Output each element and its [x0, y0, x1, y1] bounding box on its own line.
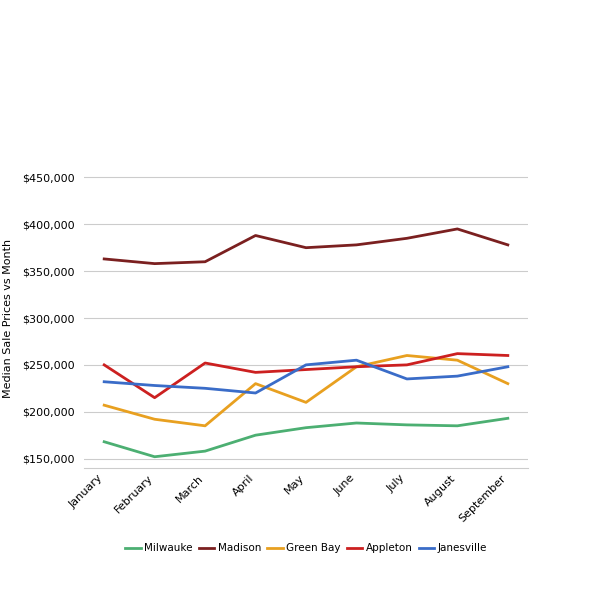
Milwauke	[202, 448, 209, 455]
Appleton	[101, 361, 108, 368]
Line: Appleton: Appleton	[104, 353, 508, 398]
Line: Janesville: Janesville	[104, 360, 508, 393]
Milwauke	[504, 415, 511, 422]
Y-axis label: Median Sale Prices vs Month: Median Sale Prices vs Month	[4, 238, 13, 398]
Janesville	[353, 356, 360, 364]
Madison	[202, 258, 209, 265]
Line: Madison: Madison	[104, 229, 508, 263]
Janesville	[454, 373, 461, 380]
Appleton	[454, 350, 461, 357]
Appleton	[353, 363, 360, 370]
Madison	[353, 241, 360, 248]
Line: Milwauke: Milwauke	[104, 418, 508, 457]
Green Bay	[302, 399, 310, 406]
Appleton	[403, 361, 410, 368]
Milwauke	[252, 431, 259, 439]
Appleton	[151, 394, 158, 401]
Milwauke	[403, 421, 410, 428]
Milwauke	[101, 438, 108, 445]
Madison	[454, 226, 461, 233]
Milwauke	[151, 453, 158, 460]
Appleton	[202, 359, 209, 367]
Janesville	[504, 363, 511, 370]
Madison	[302, 244, 310, 251]
Green Bay	[252, 380, 259, 387]
Appleton	[252, 369, 259, 376]
Madison	[151, 260, 158, 267]
Madison	[403, 235, 410, 242]
Madison	[252, 232, 259, 239]
Milwauke	[454, 422, 461, 430]
Green Bay	[101, 401, 108, 409]
Green Bay	[353, 363, 360, 370]
Madison	[504, 241, 511, 248]
Madison	[101, 256, 108, 263]
Text: Median Sale Prices Across Wisconsin: Median Sale Prices Across Wisconsin	[26, 55, 399, 73]
Janesville	[202, 385, 209, 392]
Green Bay	[151, 416, 158, 423]
Milwauke	[302, 424, 310, 431]
Green Bay	[454, 356, 461, 364]
Janesville	[252, 389, 259, 397]
Green Bay	[504, 380, 511, 387]
Janesville	[151, 382, 158, 389]
Janesville	[403, 376, 410, 383]
Appleton	[302, 366, 310, 373]
Green Bay	[403, 352, 410, 359]
Janesville	[101, 378, 108, 385]
Milwauke	[353, 419, 360, 427]
Green Bay	[202, 422, 209, 430]
Appleton	[504, 352, 511, 359]
Legend: Milwauke, Madison, Green Bay, Appleton, Janesville: Milwauke, Madison, Green Bay, Appleton, …	[121, 539, 491, 557]
Janesville	[302, 361, 310, 368]
Line: Green Bay: Green Bay	[104, 355, 508, 426]
